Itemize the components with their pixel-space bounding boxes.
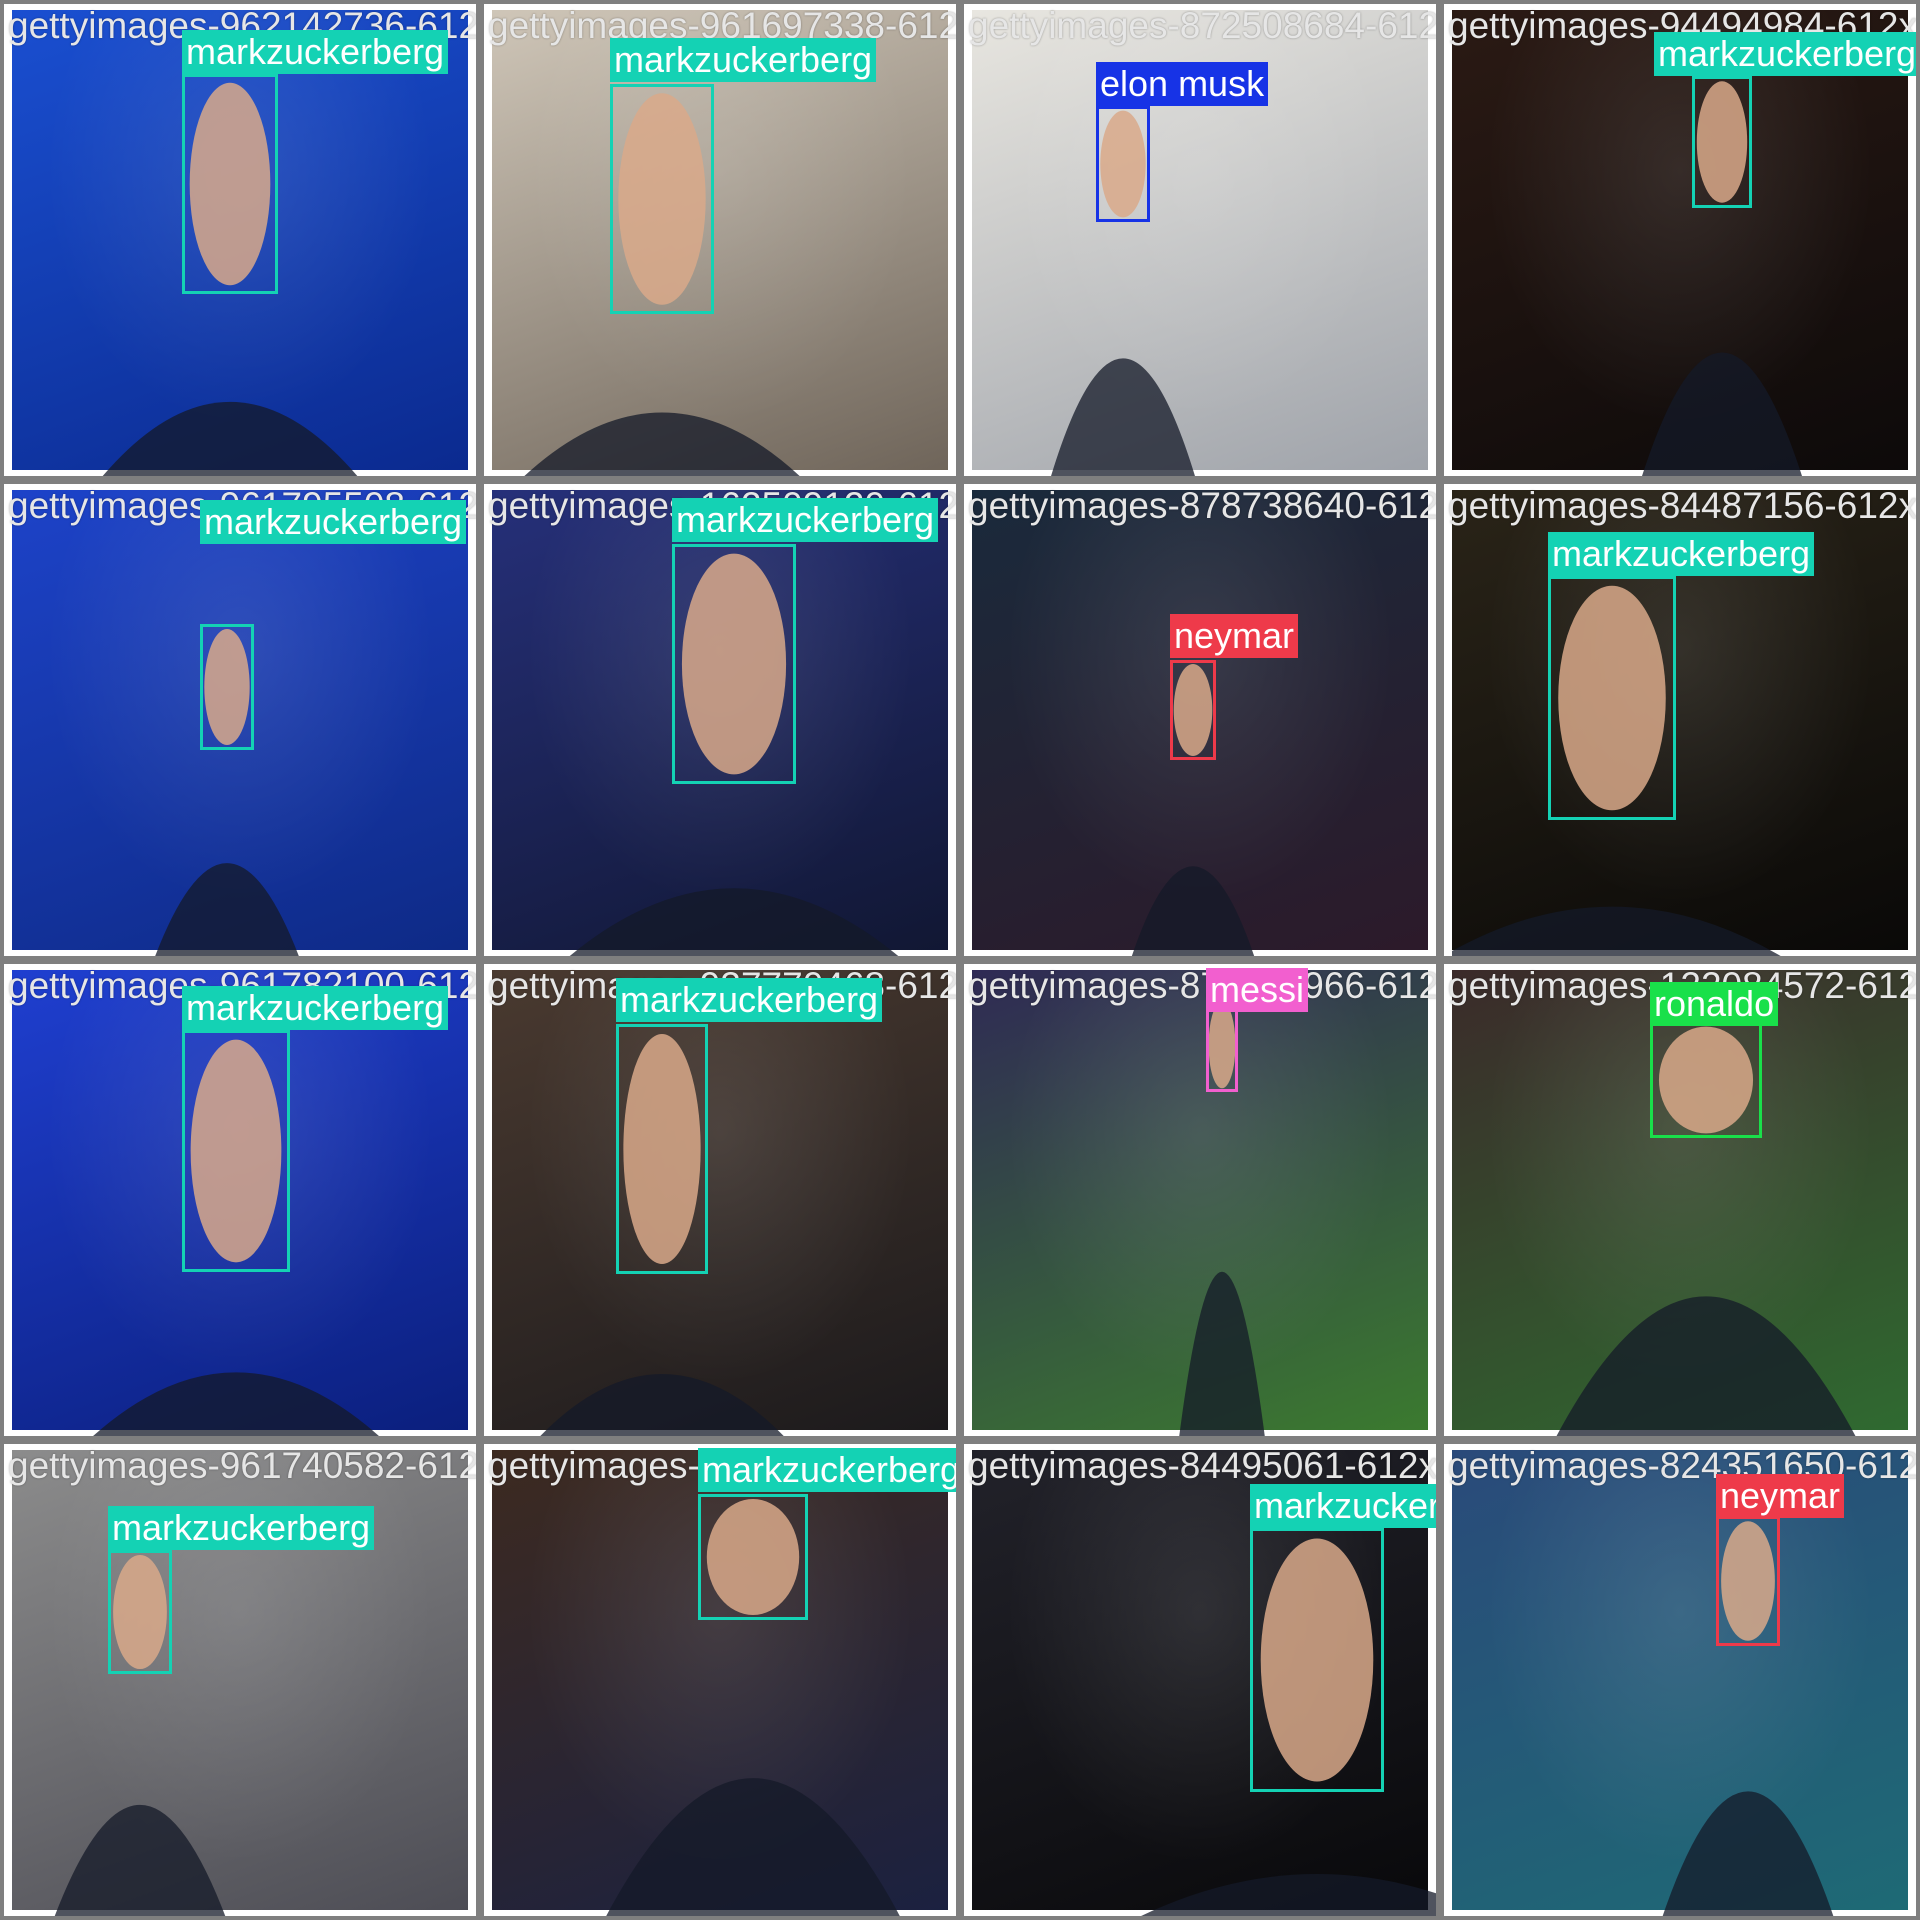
person-silhouette xyxy=(1662,1521,1834,1916)
image-filename: gettyimages-878738640-612x612_jpg.rf. xyxy=(968,485,1440,526)
detection-box xyxy=(182,1030,290,1272)
detection-box xyxy=(1548,576,1676,820)
person-silhouette xyxy=(93,1039,379,1436)
person-silhouette xyxy=(102,82,358,476)
image-tile: gettyimages-94494984-612x612_jpg.rf.mark… xyxy=(1440,0,1920,480)
image-tile: gettyimages-961697338-612x612_jpg.rf.mar… xyxy=(480,0,960,480)
person-silhouette xyxy=(1556,1026,1856,1436)
detection-box xyxy=(200,624,254,750)
person-silhouette xyxy=(1141,1538,1436,1916)
detection-label: markzuckerberg xyxy=(200,500,467,544)
detection-label: markzuckerberg xyxy=(1250,1484,1436,1528)
detection-box xyxy=(672,544,796,784)
person-silhouette xyxy=(1642,81,1802,476)
image-tile: gettyimages-84495061-612x612_jpg.rf.mark… xyxy=(960,1440,1440,1920)
person-silhouette xyxy=(54,1554,226,1916)
person-silhouette xyxy=(1051,110,1195,476)
detection-label: markzuckerberg xyxy=(182,986,449,1030)
image-tile: gettyimages-872508684-612x612_jpg.rf.elo… xyxy=(960,0,1440,480)
image-tile: gettyimages-962142736-612x612_jpg.rf.mar… xyxy=(0,0,480,480)
person-silhouette xyxy=(1179,1001,1265,1436)
detection-box xyxy=(610,84,714,314)
person-silhouette xyxy=(540,1034,784,1436)
detection-label: elon musk xyxy=(1096,62,1269,106)
photo-placeholder xyxy=(1452,1450,1908,1910)
image-tile: gettyimages-961740582-612x612_jpg.rf.mar… xyxy=(0,1440,480,1920)
detection-label: markzuckerberg xyxy=(1548,532,1815,576)
detection-box xyxy=(108,1550,172,1674)
person-silhouette xyxy=(1131,664,1255,956)
image-tile: gettyimages-162509120-612x612_jpg.rf.mar… xyxy=(480,480,960,960)
detection-box xyxy=(616,1024,708,1274)
detection-label: messi xyxy=(1206,968,1309,1012)
detection-label: neymar xyxy=(1170,614,1299,658)
image-filename: gettyimages-961740582-612x612_jpg.rf. xyxy=(8,1445,480,1486)
detection-box xyxy=(1692,76,1752,208)
detection-label: markzuckerberg xyxy=(182,30,449,74)
image-filename: gettyimages-874596966-612x612_jpg.rf. xyxy=(968,965,1440,1006)
image-tile: gettyimages-874596966-612x612_jpg.rf.mes… xyxy=(960,960,1440,1440)
image-tile: gettyimages-122084572-612x612_jpg.rf.ron… xyxy=(1440,960,1920,1440)
image-tile: gettyimages-961782100-612x612_jpg.rf.mar… xyxy=(0,960,480,1440)
detection-label: neymar xyxy=(1716,1474,1845,1518)
image-tile: gettyimages-84487156-612x612_jpg.rf.mark… xyxy=(1440,480,1920,960)
detection-box xyxy=(1170,660,1216,760)
image-tile: gettyimages-824351650-612x612_jpg.rf.ney… xyxy=(1440,1440,1920,1920)
detection-label: markzuckerberg xyxy=(698,1448,956,1492)
image-filename: gettyimages-84487156-612x612_jpg.rf. xyxy=(1448,485,1917,526)
detection-label: markzuckerberg xyxy=(1654,32,1916,76)
detection-label: markzuckerberg xyxy=(108,1506,375,1550)
detection-box xyxy=(1650,1022,1762,1138)
detection-box xyxy=(698,1494,808,1620)
photo-placeholder xyxy=(492,970,948,1430)
person-silhouette xyxy=(606,1499,900,1916)
detection-label: ronaldo xyxy=(1650,982,1779,1026)
detection-box xyxy=(1206,998,1238,1092)
person-silhouette xyxy=(524,93,800,476)
image-tile: gettyimages-878738640-612x612_jpg.rf.ney… xyxy=(960,480,1440,960)
person-silhouette xyxy=(155,629,299,956)
detection-label: markzuckerberg xyxy=(672,498,939,542)
image-tile: gettyimages-937744990-612x612_jpg.rf.mar… xyxy=(480,1440,960,1920)
detection-box xyxy=(1096,106,1150,222)
image-filename: gettyimages-872508684-612x612_jpg.rf. xyxy=(968,5,1440,46)
detection-box xyxy=(1716,1516,1780,1646)
detection-label: markzuckerberg xyxy=(616,978,883,1022)
detection-label: markzuckerberg xyxy=(610,38,877,82)
person-silhouette xyxy=(569,553,899,956)
image-filename: gettyimages-84495061-612x612_jpg.rf. xyxy=(968,1445,1437,1486)
photo-placeholder xyxy=(492,10,948,470)
detection-box xyxy=(182,74,278,294)
image-tile: gettyimages-961795508-612x612_jpg.rf.mar… xyxy=(0,480,480,960)
detection-box xyxy=(1250,1528,1384,1792)
person-silhouette xyxy=(1452,585,1781,956)
image-filename: gettyimages-824351650-612x612_jpg.rf. xyxy=(1448,1445,1920,1486)
image-tile: gettyimages-937770468-612x612_jpg.rf.mar… xyxy=(480,960,960,1440)
